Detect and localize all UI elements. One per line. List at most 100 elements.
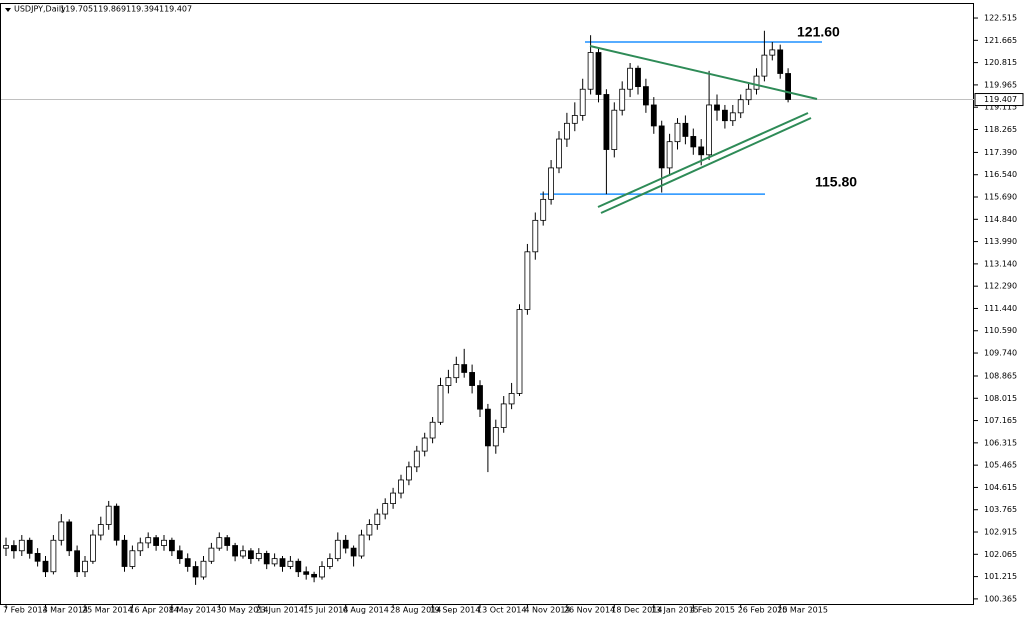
candle-body [635, 67, 641, 88]
last-price-label: 119.407 [984, 95, 1017, 104]
candle-body [358, 534, 365, 557]
candle-body [145, 537, 152, 544]
candle-body [97, 524, 104, 536]
candle-body [58, 521, 65, 541]
candle-body [737, 99, 744, 114]
candle-body [461, 364, 468, 373]
y-tick-label: 109.740 [984, 349, 1017, 358]
candle-body [619, 88, 626, 111]
candle-body [508, 393, 515, 405]
candle-body [255, 552, 262, 560]
x-tick-label: 6 Aug 2014 [343, 606, 389, 615]
quote-value: 119.705 [60, 5, 93, 14]
x-tick-label: 26 Feb 2015 [738, 606, 788, 615]
trend-line [600, 117, 812, 214]
candle-body [342, 539, 349, 549]
candle-body [34, 552, 41, 562]
y-tick-label: 111.440 [984, 304, 1017, 313]
y-tick-label: 112.290 [984, 282, 1017, 291]
candle-body [761, 54, 768, 77]
candle-body [271, 558, 278, 565]
candle-body [121, 539, 128, 567]
candle-body [374, 513, 381, 525]
y-tick-label: 113.140 [984, 259, 1017, 268]
y-tick-label: 106.315 [984, 438, 1017, 447]
candle-body [405, 466, 412, 481]
candle-body [571, 115, 578, 124]
y-tick-label: 115.690 [984, 193, 1017, 202]
candle-body [722, 109, 728, 122]
candle-body [627, 67, 633, 90]
candle-body [643, 86, 649, 106]
candle-body [587, 52, 594, 90]
candle-body [168, 539, 175, 552]
candle-body [745, 88, 752, 101]
candle-body [350, 547, 357, 557]
candle-body [82, 560, 88, 573]
candle-body [603, 94, 610, 150]
candle-body [500, 403, 507, 428]
candle-body [548, 167, 554, 200]
candle-body [437, 385, 444, 423]
candle-body [287, 560, 294, 567]
trend-line [589, 45, 818, 100]
candle-body [579, 88, 586, 116]
candle-body [453, 364, 460, 379]
candle-body [714, 104, 720, 111]
candle-body [224, 537, 231, 546]
candle-body [753, 75, 760, 90]
y-tick-label: 116.540 [984, 170, 1017, 179]
candle-body [524, 251, 531, 310]
x-tick-label: 4 Nov 2014 [524, 606, 570, 615]
trend-line [597, 112, 809, 208]
candle-body [556, 138, 562, 169]
y-tick-label: 114.840 [984, 215, 1017, 224]
candle-body [10, 545, 17, 552]
x-tick-label: 20 Mar 2015 [777, 606, 828, 615]
candle-body [279, 558, 286, 567]
x-tick-label: 23 Jun 2014 [256, 606, 304, 615]
candle-body [184, 558, 191, 567]
quote-value: 119.869 [93, 5, 126, 14]
candle-body [74, 550, 80, 573]
candle-body [777, 49, 784, 74]
candle-body [176, 550, 183, 560]
level-label: 115.80 [815, 174, 857, 190]
candle-body [3, 545, 9, 549]
x-tick-label: 13 Jan 2015 [651, 606, 699, 615]
y-tick-label: 108.865 [984, 371, 1017, 380]
candle-body [516, 309, 523, 394]
candle-body [690, 136, 697, 148]
candle-body [192, 566, 199, 578]
candle-body [303, 571, 310, 575]
x-tick-label: 28 Aug 2014 [390, 606, 441, 615]
candle-body [334, 539, 341, 560]
y-tick-label: 104.615 [984, 483, 1017, 492]
candle-body [698, 146, 705, 156]
candle-body [540, 198, 547, 221]
candle-body [200, 560, 207, 578]
symbol: USDJPY,Daily [14, 5, 66, 14]
candle-body [477, 385, 483, 410]
y-tick-label: 108.015 [984, 394, 1017, 403]
x-tick-label: 16 Apr 2014 [129, 606, 178, 615]
x-tick-label: 15 Jul 2014 [303, 606, 348, 615]
candle-body [153, 537, 160, 546]
level-label: 121.60 [797, 24, 840, 40]
last-price-box [974, 93, 1024, 107]
candle-body [398, 479, 404, 494]
x-tick-label: 8 May 2014 [169, 606, 216, 615]
x-tick-label: 19 Sep 2014 [430, 606, 481, 615]
plot-frame [0, 3, 974, 605]
y-tick-label: 119.965 [984, 80, 1017, 89]
candle-body [469, 372, 476, 386]
y-tick-label: 105.465 [984, 461, 1017, 470]
candle-body [611, 109, 618, 150]
x-tick-label: 13 Oct 2014 [477, 606, 526, 615]
y-tick-label: 121.665 [984, 36, 1017, 45]
x-tick-label: 18 Dec 2014 [611, 606, 662, 615]
candle-body [319, 566, 325, 578]
quote-value: 119.394 [126, 5, 159, 14]
candle-body [295, 560, 302, 573]
candle-body [50, 539, 57, 573]
